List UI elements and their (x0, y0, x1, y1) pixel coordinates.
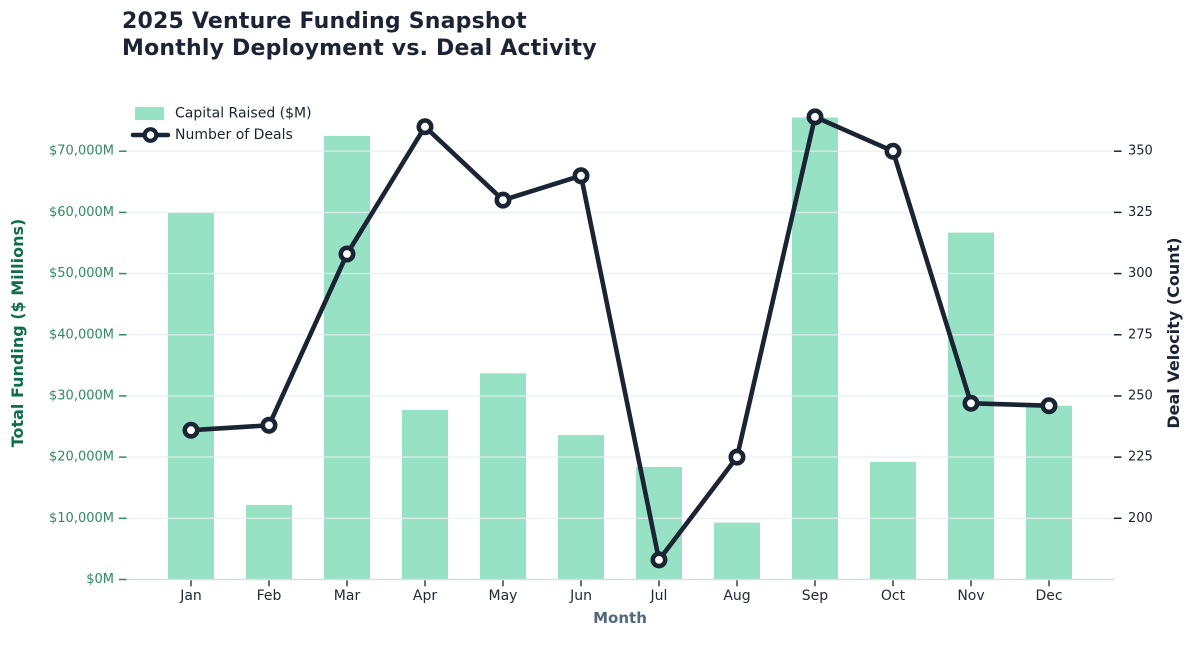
deals-markers (182, 108, 1058, 569)
legend-circle-marker-icon (142, 127, 159, 143)
left-tick-label-6: $60,000M (49, 205, 114, 220)
right-tick-label-1: 225 (1128, 450, 1153, 465)
right-tick-label-0: 200 (1128, 511, 1153, 526)
funding-bar-jun (558, 435, 604, 580)
month-tick-label-nov: Nov (957, 588, 984, 604)
deals-marker-aug (728, 448, 746, 466)
legend-label-number-of-deals: Number of Deals (175, 127, 293, 143)
funding-bar-sep (792, 117, 838, 580)
deals-line (188, 114, 1052, 563)
legend-bar-swatch-icon (135, 107, 164, 120)
month-tick-label-jul: Jul (650, 588, 668, 604)
chart-title-line2: Monthly Deployment vs. Deal Activity (122, 36, 597, 61)
month-tick-label-aug: Aug (723, 588, 750, 604)
funding-bar-oct (870, 462, 916, 580)
deals-marker-apr (416, 118, 434, 136)
right-tick-label-2: 250 (1128, 388, 1153, 403)
left-tick-label-5: $50,000M (49, 266, 114, 281)
deals-marker-nov (962, 394, 980, 412)
month-tick-label-jun: Jun (569, 588, 592, 604)
month-tick-label-apr: Apr (413, 588, 437, 604)
left-tick-label-1: $10,000M (49, 511, 114, 526)
right-tick-label-6: 350 (1128, 144, 1153, 159)
deals-marker-jul (650, 551, 668, 569)
deals-marker-oct (884, 142, 902, 160)
funding-bar-aug (714, 522, 760, 580)
left-axis-label: Total Funding ($ Millions) (8, 219, 27, 448)
left-tick-label-2: $20,000M (49, 450, 114, 465)
funding-bar-feb (246, 504, 292, 580)
month-tick-label-mar: Mar (334, 588, 361, 604)
funding-bar-may (480, 373, 526, 580)
right-tick-label-4: 300 (1128, 266, 1153, 281)
legend-label-capital-raised: Capital Raised ($M) (175, 106, 312, 122)
right-tick-label-3: 275 (1128, 327, 1153, 342)
month-tick-label-oct: Oct (881, 588, 906, 604)
funding-bars (168, 117, 1072, 580)
left-tick-label-3: $30,000M (49, 388, 114, 403)
deals-marker-mar (338, 245, 356, 263)
deals-marker-may (494, 191, 512, 209)
funding-bar-mar (324, 135, 370, 580)
month-tick-label-may: May (489, 588, 518, 604)
month-tick-label-dec: Dec (1035, 588, 1062, 604)
funding-bar-dec (1026, 405, 1072, 580)
left-tick-label-7: $70,000M (49, 144, 114, 159)
chart-title: 2025 Venture Funding Snapshot Monthly De… (122, 8, 597, 62)
funding-bar-apr (402, 410, 448, 580)
deals-marker-jun (572, 167, 590, 185)
left-tick-label-4: $40,000M (49, 327, 114, 342)
right-axis-label: Deal Velocity (Count) (1164, 237, 1183, 428)
axis-ticks: $0M $10,000M $20,000M $30,000M $40,000M $50,0… (49, 144, 1153, 604)
month-tick-label-jan: Jan (179, 588, 202, 604)
left-tick-label-0: $0M (86, 572, 114, 587)
deals-marker-dec (1040, 397, 1058, 415)
legend: Capital Raised ($M) Number of Deals (130, 106, 312, 143)
month-tick-label-feb: Feb (257, 588, 282, 604)
deals-marker-sep (806, 108, 824, 126)
right-tick-label-5: 325 (1128, 205, 1153, 220)
chart-title-line1: 2025 Venture Funding Snapshot (122, 9, 527, 34)
x-axis-label: Month (593, 609, 647, 627)
deals-marker-jan (182, 421, 200, 439)
deals-marker-feb (260, 416, 278, 434)
month-tick-label-sep: Sep (802, 588, 829, 604)
